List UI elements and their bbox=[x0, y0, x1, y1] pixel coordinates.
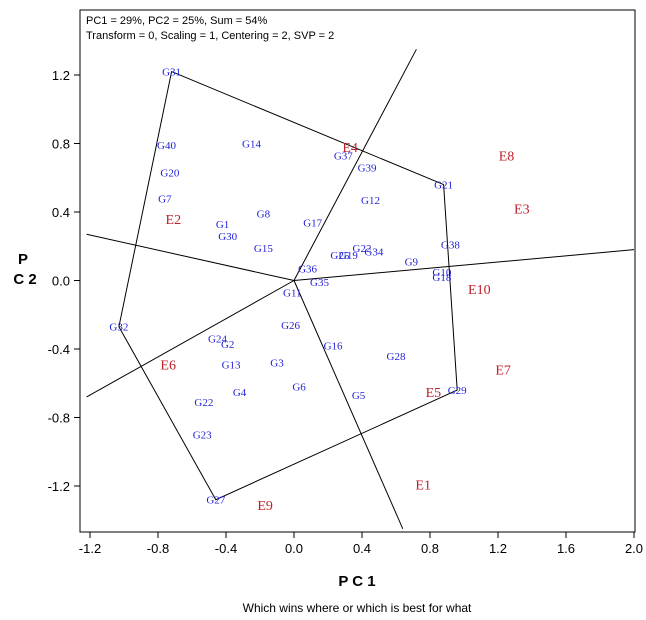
x-tick-label: 1.2 bbox=[489, 541, 507, 556]
genotype-label: G29 bbox=[448, 385, 467, 397]
genotype-label: G12 bbox=[361, 195, 380, 207]
genotype-label: G24 bbox=[208, 334, 227, 346]
genotype-label: G26 bbox=[281, 320, 300, 332]
genotype-label: G7 bbox=[158, 193, 172, 205]
genotype-label: G37 bbox=[334, 150, 353, 162]
convex-hull-polygon bbox=[118, 70, 458, 501]
genotype-label: G13 bbox=[222, 359, 241, 371]
sector-ray bbox=[293, 280, 404, 530]
genotype-label: G22 bbox=[353, 243, 372, 255]
genotype-label: G9 bbox=[405, 257, 419, 269]
genotype-label: G18 bbox=[432, 272, 451, 284]
genotype-label: G35 bbox=[310, 277, 329, 289]
environment-label: E2 bbox=[166, 213, 182, 228]
x-tick-label: -0.8 bbox=[147, 541, 169, 556]
genotype-label: G31 bbox=[162, 67, 181, 79]
y-axis-label-line-2: C 2 bbox=[13, 271, 36, 288]
genotype-label: G14 bbox=[242, 139, 261, 151]
genotype-label: G16 bbox=[324, 341, 343, 353]
environment-label: E10 bbox=[468, 283, 491, 298]
environment-label: E7 bbox=[495, 364, 511, 379]
info-line-2: Transform = 0, Scaling = 1, Centering = … bbox=[86, 30, 334, 42]
genotype-label: G21 bbox=[434, 180, 453, 192]
genotype-label: G6 bbox=[292, 382, 306, 394]
y-tick-label: 0.4 bbox=[52, 205, 70, 220]
lines-layer bbox=[86, 49, 635, 530]
genotype-label: G23 bbox=[193, 430, 212, 442]
genotype-label: G19 bbox=[339, 250, 358, 262]
sector-ray bbox=[86, 233, 295, 281]
x-tick-label: 1.6 bbox=[557, 541, 575, 556]
environment-label: E1 bbox=[415, 478, 431, 493]
genotype-label: G28 bbox=[387, 351, 406, 363]
y-axis-label: P C 2 bbox=[13, 251, 36, 288]
x-tick-label: 2.0 bbox=[625, 541, 643, 556]
genotype-label: G20 bbox=[160, 168, 179, 180]
y-axis-label-line-1: P bbox=[18, 251, 28, 268]
y-tick-label: 0.0 bbox=[52, 274, 70, 289]
environment-label: E6 bbox=[160, 358, 176, 373]
genotype-label: G22 bbox=[194, 397, 213, 409]
info-line-1: PC1 = 29%, PC2 = 25%, Sum = 54% bbox=[86, 15, 268, 27]
chart-caption: Which wins where or which is best for wh… bbox=[243, 601, 472, 615]
y-tick-label: 0.8 bbox=[52, 137, 70, 152]
genotype-label: G39 bbox=[358, 162, 377, 174]
x-tick-label: -1.2 bbox=[79, 541, 101, 556]
environment-label: E4 bbox=[342, 141, 358, 156]
genotype-label: G4 bbox=[233, 387, 247, 399]
x-tick-label: 0.4 bbox=[353, 541, 371, 556]
genotype-label: G34 bbox=[364, 246, 383, 258]
x-axis-label: P C 1 bbox=[338, 573, 375, 590]
environment-label: E3 bbox=[514, 203, 530, 218]
genotype-label: G17 bbox=[303, 217, 322, 229]
ticks-layer: -1.2 -0.8 -0.4 0.0 0.4 0.8 1.2 1.6 2.0 1.2 0.8 0.4 0… bbox=[48, 68, 643, 556]
environment-label: E5 bbox=[426, 386, 442, 401]
sector-ray bbox=[293, 249, 635, 281]
genotype-label: G27 bbox=[206, 495, 225, 507]
genotype-label: G15 bbox=[254, 243, 273, 255]
genotype-label: G25 bbox=[330, 250, 349, 262]
y-tick-label: -0.8 bbox=[48, 411, 70, 426]
plot-frame bbox=[79, 9, 636, 533]
genotype-label: G36 bbox=[298, 264, 317, 276]
y-tick-label: -0.4 bbox=[48, 342, 70, 357]
y-tick-label: 1.2 bbox=[52, 68, 70, 83]
environment-label: E8 bbox=[499, 149, 515, 164]
genotype-label: G2 bbox=[221, 339, 234, 351]
genotype-label: G3 bbox=[270, 358, 284, 370]
x-tick-label: -0.4 bbox=[215, 541, 237, 556]
sector-ray bbox=[293, 49, 417, 281]
x-tick-label: 0.0 bbox=[285, 541, 303, 556]
y-tick-label: -1.2 bbox=[48, 479, 70, 494]
environment-label: E9 bbox=[257, 499, 273, 514]
genotype-label: G32 bbox=[109, 322, 128, 334]
x-tick-label: 0.8 bbox=[421, 541, 439, 556]
genotype-label: G11 bbox=[283, 287, 302, 299]
genotype-label: G5 bbox=[352, 390, 366, 402]
genotype-label: G30 bbox=[218, 231, 237, 243]
genotype-label: G8 bbox=[257, 209, 271, 221]
genotype-label: G38 bbox=[441, 240, 460, 252]
genotype-label: G40 bbox=[157, 140, 176, 152]
sector-ray bbox=[86, 280, 295, 398]
genotype-label: G10 bbox=[432, 267, 451, 279]
genotype-label: G1 bbox=[216, 219, 229, 231]
